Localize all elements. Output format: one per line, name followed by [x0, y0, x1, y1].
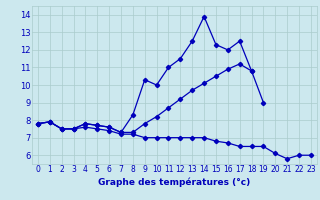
X-axis label: Graphe des températures (°c): Graphe des températures (°c) [98, 177, 251, 187]
